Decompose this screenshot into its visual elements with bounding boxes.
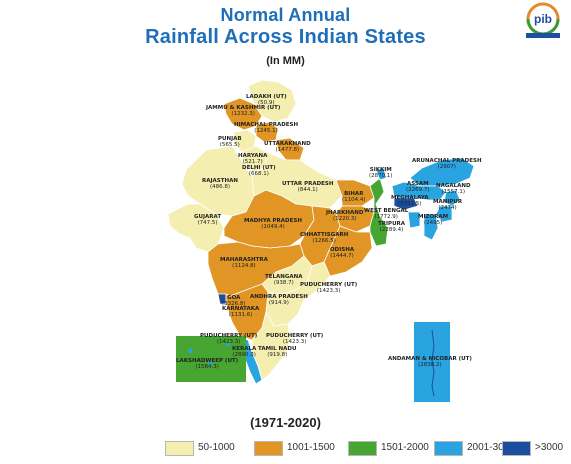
legend-swatch xyxy=(434,441,463,456)
label-ladakh: LADAKH (UT) (50.9) xyxy=(246,94,287,107)
region-manipur xyxy=(435,205,453,223)
label-andhra-pradesh: ANDHRA PRADESH (914.9) xyxy=(250,294,308,307)
label-maharashtra: MAHARASHTRA (1124.8) xyxy=(220,257,268,270)
region-odisha xyxy=(323,225,373,277)
pib-logo-text: pib xyxy=(534,12,552,26)
label-lakshadweep: LAKSHADWEEP (UT) (1584.3) xyxy=(176,358,239,371)
label-madhya-pradesh: MADHYA PRADESH (1049.4) xyxy=(244,218,302,231)
label-uttarakhand: UTTARAKHAND (1477.8) xyxy=(264,141,311,154)
label-jammu-kashmir: JAMMU & KASHMIR (UT) (1232.3) xyxy=(206,105,281,118)
label-meghalaya: MEGHALAYA (3751.5) xyxy=(391,195,429,208)
label-sikkim: SIKKIM (2870.1) xyxy=(369,167,393,180)
legend-label: 50-1000 xyxy=(198,442,235,453)
label-andaman-nicobar: ANDAMAN & NICOBAR (UT) (2838.2) xyxy=(388,356,472,369)
label-tripura: TRIPURA (2289.4) xyxy=(378,221,406,234)
legend-label: 2001-3000 xyxy=(467,442,515,453)
label-nagaland: NAGALAND (1557.1) xyxy=(436,183,471,196)
label-odisha: ODISHA (1444.7) xyxy=(330,247,355,260)
legend-swatch xyxy=(165,441,194,456)
label-goa: GOA (3326.8) xyxy=(222,295,246,308)
andaman-islands xyxy=(431,329,435,397)
label-rajasthan: RAJASTHAN (486.8) xyxy=(202,178,238,191)
region-mizoram xyxy=(423,213,439,241)
region-west-bengal xyxy=(369,177,389,247)
label-jharkhand: JHARKHAND (1220.3) xyxy=(326,210,364,223)
period-label: (1971-2020) xyxy=(250,415,321,430)
map-title-line2: Rainfall Across Indian States xyxy=(145,26,426,48)
legend-label: >3000 xyxy=(535,442,564,453)
label-mizoram: MIZORAM (2495) xyxy=(418,214,449,227)
legend-label: 1001-1500 xyxy=(287,442,335,453)
label-karnataka: KARNATAKA (1131.6) xyxy=(222,306,260,319)
map-subtitle: (In MM) xyxy=(266,55,305,67)
label-puducherry-south-west: PUDUCHERRY (UT) (1423.3) xyxy=(200,333,258,346)
label-bihar: BIHAR (1104.4) xyxy=(342,191,366,204)
label-himachal-pradesh: HIMACHAL PRADESH (1245.1) xyxy=(234,122,299,135)
label-tamil-nadu: TAMIL NADU (919.8) xyxy=(258,346,297,359)
pib-logo: pib xyxy=(526,2,560,38)
label-haryana: HARYANA (521.7) xyxy=(238,153,268,166)
label-west-bengal: WEST BENGAL (1772.9) xyxy=(364,208,409,221)
legend: 50-1000 1001-1500 1501-2000 2001-3000 >3… xyxy=(165,440,565,458)
map-title-line1: Normal Annual xyxy=(220,5,351,25)
region-meghalaya xyxy=(393,197,419,211)
label-assam: ASSAM (2269.7) xyxy=(406,181,430,194)
label-uttar-pradesh: UTTAR PRADESH (844.1) xyxy=(282,181,334,194)
legend-swatch xyxy=(348,441,377,456)
label-gujarat: GUJARAT (747.5) xyxy=(194,214,222,227)
region-nagaland xyxy=(443,189,461,207)
label-arunachal-pradesh: ARUNACHAL PRADESH (2907) xyxy=(412,158,482,171)
legend-swatch xyxy=(502,441,531,456)
region-lakshadweep xyxy=(176,336,246,382)
label-puducherry-east: PUDUCHERRY (UT) (1423.3) xyxy=(300,282,358,295)
label-kerala: KERALA (2890.3) xyxy=(232,346,257,359)
region-tripura xyxy=(407,211,421,229)
label-chhattisgarh: CHHATTISGARH (1266.5) xyxy=(300,232,349,245)
region-tamil-nadu xyxy=(251,311,291,381)
label-punjab: PUNJAB (565.5) xyxy=(218,136,242,149)
label-telangana: TELANGANA (938.7) xyxy=(265,274,303,287)
label-delhi: DELHI (UT) (668.1) xyxy=(242,165,276,178)
legend-swatch xyxy=(254,441,283,456)
label-puducherry-south-east: PUDUCHERRY (UT) (1423.3) xyxy=(266,333,324,346)
region-sikkim xyxy=(375,167,387,181)
legend-label: 1501-2000 xyxy=(381,442,429,453)
region-bihar xyxy=(335,179,375,207)
label-manipur: MANIPUR (2474) xyxy=(433,199,463,212)
